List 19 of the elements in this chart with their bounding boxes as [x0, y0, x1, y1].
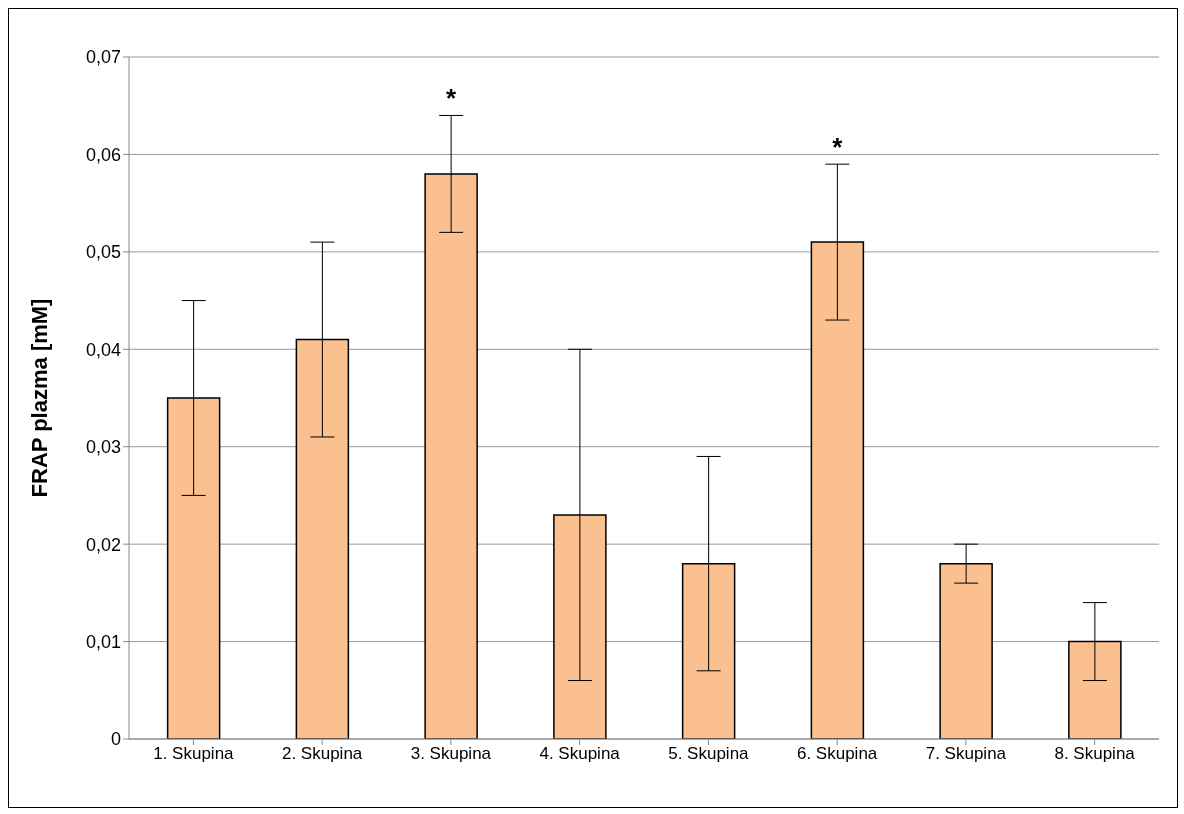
data-label: * [832, 132, 844, 163]
x-tick-label: 5. Skupina [668, 744, 750, 764]
x-tick-label: 4. Skupina [539, 744, 621, 764]
data-label: * [446, 83, 458, 114]
y-axis-title: FRAP plazma [mM] [26, 298, 52, 498]
y-tick-label: 0 [110, 729, 121, 750]
x-tick-label: 2. Skupina [281, 744, 363, 764]
x-tick-label: 7. Skupina [925, 744, 1007, 764]
y-tick-label: 0,07 [85, 47, 121, 68]
y-tick-label: 0,06 [85, 144, 121, 165]
y-tick-label: 0,02 [85, 534, 121, 555]
y-tick-label: 0,01 [85, 631, 121, 652]
y-tick-label: 0,04 [85, 339, 121, 360]
x-tick-label: 8. Skupina [1054, 744, 1136, 764]
x-tick-label: 3. Skupina [410, 744, 492, 764]
y-tick-label: 0,05 [85, 242, 121, 263]
x-tick-label: 6. Skupina [796, 744, 878, 764]
x-tick-label: 1. Skupina [153, 744, 235, 764]
y-tick-label: 0,03 [85, 437, 121, 458]
